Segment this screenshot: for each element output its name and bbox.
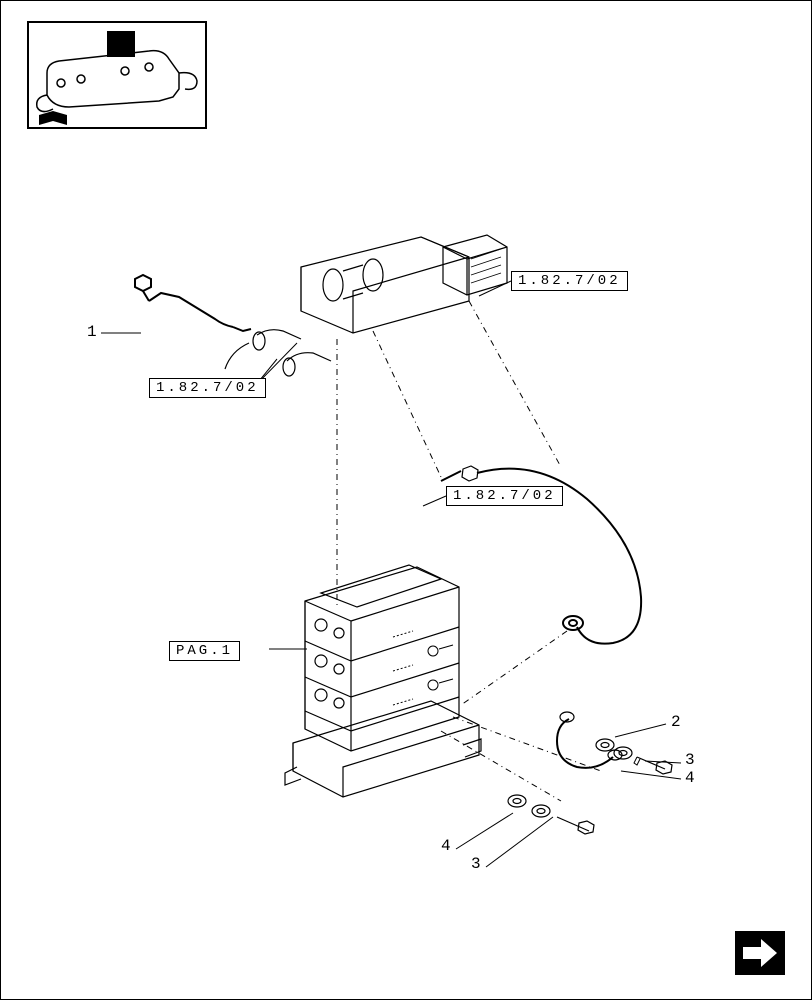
- ref-label-3: 1.82.7/02: [446, 486, 563, 506]
- callout-1: 1: [87, 323, 98, 341]
- next-page-arrow-icon[interactable]: [733, 929, 787, 977]
- lower-valve-block: [285, 565, 481, 797]
- part-2-utube: [557, 712, 622, 768]
- elbow-fittings: [225, 330, 331, 376]
- parts-3-4-upper: [596, 739, 672, 774]
- callout-3b: 3: [471, 855, 482, 873]
- upper-valve-body: [301, 235, 507, 333]
- diagram-page: 1.82.7/02 1.82.7/02 1.82.7/02 PAG.1 1 2 …: [0, 0, 812, 1000]
- callout-4b: 4: [441, 837, 452, 855]
- ref-label-1: 1.82.7/02: [511, 271, 628, 291]
- callout-2: 2: [671, 713, 682, 731]
- callout-4a: 4: [685, 769, 696, 787]
- parts-3-4-lower: [508, 795, 594, 834]
- ref-label-4: PAG.1: [169, 641, 240, 661]
- part-1-tube: [135, 275, 251, 331]
- callout-3a: 3: [685, 751, 696, 769]
- ref-label-2: 1.82.7/02: [149, 378, 266, 398]
- main-diagram-svg: [1, 1, 812, 1000]
